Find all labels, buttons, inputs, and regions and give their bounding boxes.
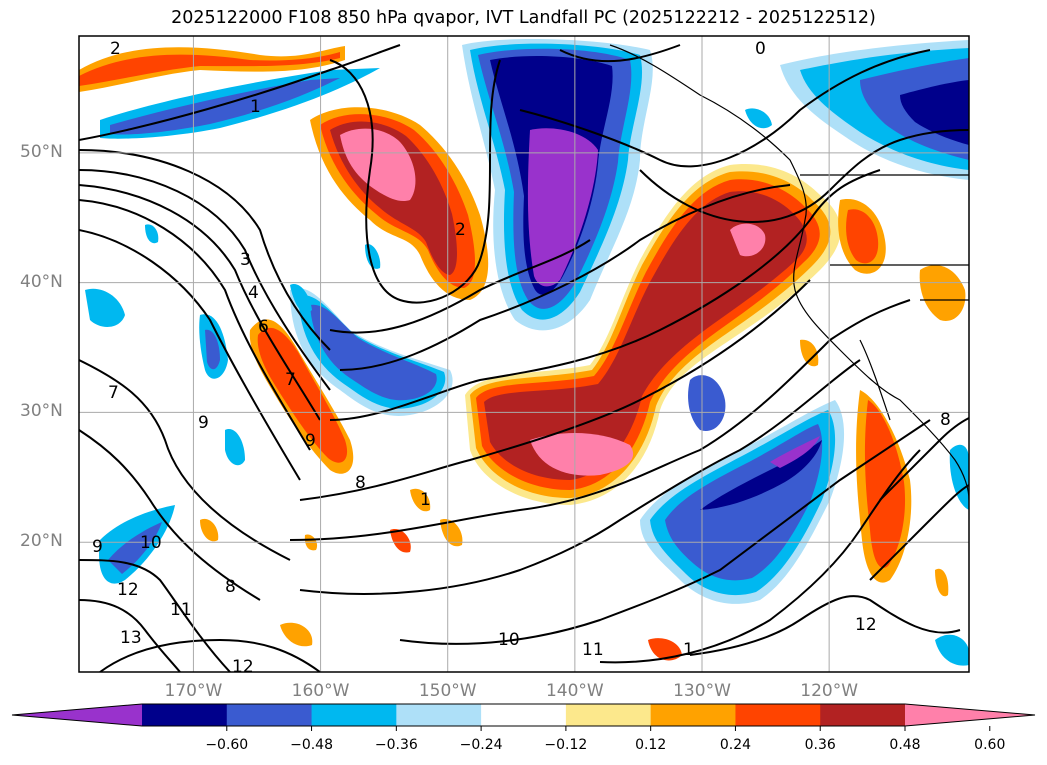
contour-label: 7 — [285, 370, 296, 390]
contour-label: 1 — [683, 640, 694, 660]
contour-label: 4 — [248, 283, 259, 303]
map-title: 2025122000 F108 850 hPa qvapor, IVT Land… — [171, 8, 876, 28]
colorbar-segment — [565, 704, 652, 726]
contour-label: 11 — [170, 600, 192, 620]
longitude-label: 120°W — [800, 681, 859, 701]
contour-labels: 2 1 3 4 6 7 8 9 10 11 12 13 1 2 0 7 9 8 … — [92, 39, 951, 677]
longitude-label: 150°W — [418, 681, 477, 701]
colorbar-segment — [311, 704, 397, 726]
contour-label: 11 — [582, 640, 604, 660]
latitude-label: 30°N — [20, 401, 63, 422]
colorbar-tick-label: 0.60 — [974, 737, 1006, 753]
contour-label: 1 — [420, 490, 431, 510]
map-layers: 2 1 3 4 6 7 8 9 10 11 12 13 1 2 0 7 9 8 … — [79, 36, 969, 677]
contour-label: 6 — [258, 317, 269, 337]
contour-label: 8 — [355, 473, 366, 493]
contour-label: 8 — [940, 410, 951, 430]
colorbar-tick-label: 0.48 — [889, 737, 921, 753]
colorbar-extend-low — [12, 704, 142, 726]
colorbar-segment — [226, 704, 313, 726]
contour-label: 10 — [140, 533, 162, 553]
contour-label: 1 — [250, 97, 261, 117]
contour-label: 3 — [240, 250, 251, 270]
longitude-label: 170°W — [164, 681, 223, 701]
colorbar-tick-label: 0.12 — [635, 737, 667, 753]
longitude-label: 140°W — [545, 681, 604, 701]
qvapor-shading — [79, 38, 969, 666]
colorbar-segment — [396, 704, 482, 726]
latitude-label: 40°N — [20, 271, 63, 292]
contour-label: 9 — [305, 431, 316, 451]
colorbar-segment — [142, 704, 228, 726]
contour-label: 13 — [120, 628, 142, 648]
colorbar-extend-high — [905, 704, 1035, 726]
colorbar-outline — [11, 703, 1036, 727]
latitude-label: 50°N — [20, 141, 63, 162]
contour-label: 12 — [117, 580, 139, 600]
contour-label: 12 — [232, 657, 254, 677]
colorbar-tick-label: −0.36 — [374, 737, 418, 753]
contour-label: 2 — [110, 39, 121, 59]
colorbar — [11, 703, 1036, 731]
contour-label: 7 — [108, 383, 119, 403]
colorbar-segment — [650, 704, 736, 726]
graticule — [79, 36, 969, 672]
longitude-label: 160°W — [291, 681, 350, 701]
longitude-label: 130°W — [673, 681, 731, 701]
map-frame — [78, 35, 970, 673]
contour-label: 0 — [755, 39, 766, 59]
colorbar-tick-label: 0.36 — [804, 737, 836, 753]
contour-label: 9 — [198, 413, 209, 433]
colorbar-segment — [735, 704, 821, 726]
colorbar-segment — [820, 704, 906, 726]
contour-label: 2 — [455, 220, 466, 240]
colorbar-tick-label: 0.24 — [719, 737, 752, 753]
colorbar-tick-label: −0.12 — [544, 737, 588, 753]
colorbar-segment — [481, 704, 567, 726]
contour-label: 10 — [498, 630, 520, 650]
colorbar-tick-label: −0.60 — [205, 737, 249, 753]
colorbar-tick-label: −0.48 — [290, 737, 333, 753]
contour-label: 9 — [92, 537, 103, 557]
latitude-label: 20°N — [20, 531, 63, 552]
ivt-contours — [79, 44, 969, 672]
coastlines — [609, 44, 969, 501]
contour-label: 8 — [225, 577, 236, 597]
colorbar-tick-label: −0.24 — [459, 737, 503, 753]
contour-label: 12 — [855, 615, 877, 635]
